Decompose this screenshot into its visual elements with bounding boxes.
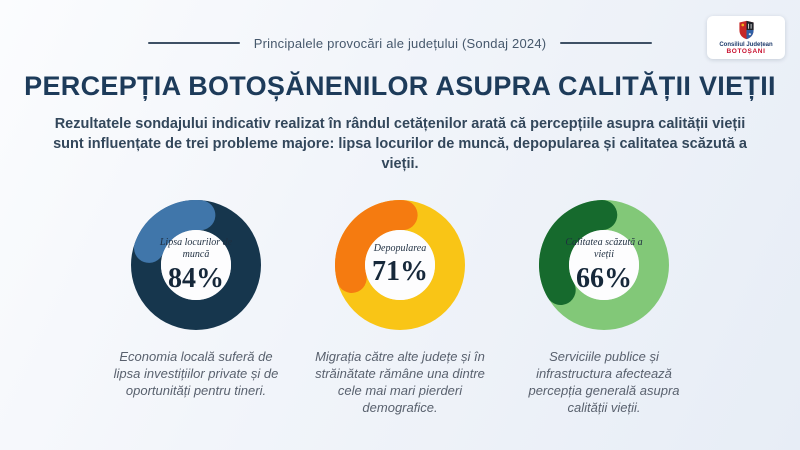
charts-row: Lipsa locurilor de muncă 84% Economia lo… [0,199,800,417]
donut-label: Depopularea [373,242,427,254]
donut-center-quality: Calitatea scăzută a vieții 66% [565,230,642,300]
chart-description: Economia locală suferă de lipsa investiț… [113,348,279,398]
county-council-logo: Consiliul Județean BOTOȘANI [707,16,785,59]
donut-percent: 71% [372,256,428,288]
chart-column-depopulation: Depopularea 71% Migrația către alte jude… [298,199,502,417]
donut-percent: 66% [576,262,632,294]
tagline-row: Principalele provocări ale județului (So… [0,34,800,52]
tagline-left-line [147,42,240,44]
logo-text-line2: BOTOȘANI [726,48,766,55]
chart-column-jobs: Lipsa locurilor de muncă 84% Economia lo… [94,199,298,417]
tagline-right-line [560,42,653,44]
donut-chart-jobs: Lipsa locurilor de muncă 84% [131,199,261,330]
chart-description: Serviciile publice și infrastructura afe… [528,348,680,416]
chart-description: Migrația către alte județe și în străină… [315,348,485,416]
page-title: PERCEPȚIA BOTOȘĂNENILOR ASUPRA CALITĂȚII… [24,71,776,101]
donut-center-depopulation: Depopularea 71% [365,230,435,300]
donut-label: Lipsa locurilor de muncă [159,236,233,261]
tagline-text: Principalele provocări ale județului (So… [253,35,547,51]
page-subtitle: Rezultatele sondajului indicativ realiza… [53,115,747,172]
chart-column-quality: Calitatea scăzută a vieții 66% Serviciil… [502,199,706,417]
donut-ring-quality [539,199,669,330]
donut-chart-depopulation: Depopularea 71% [335,199,465,330]
coat-of-arms-icon [710,20,782,40]
logo-text-line1: Consiliul Județean [719,42,773,48]
donut-chart-quality: Calitatea scăzută a vieții 66% [539,199,669,330]
donut-percent: 84% [168,262,224,294]
donut-label: Calitatea scăzută a vieții [565,236,643,261]
donut-ring-jobs [131,199,261,330]
donut-center-jobs: Lipsa locurilor de muncă 84% [160,230,232,300]
donut-ring-depopulation [335,199,465,330]
